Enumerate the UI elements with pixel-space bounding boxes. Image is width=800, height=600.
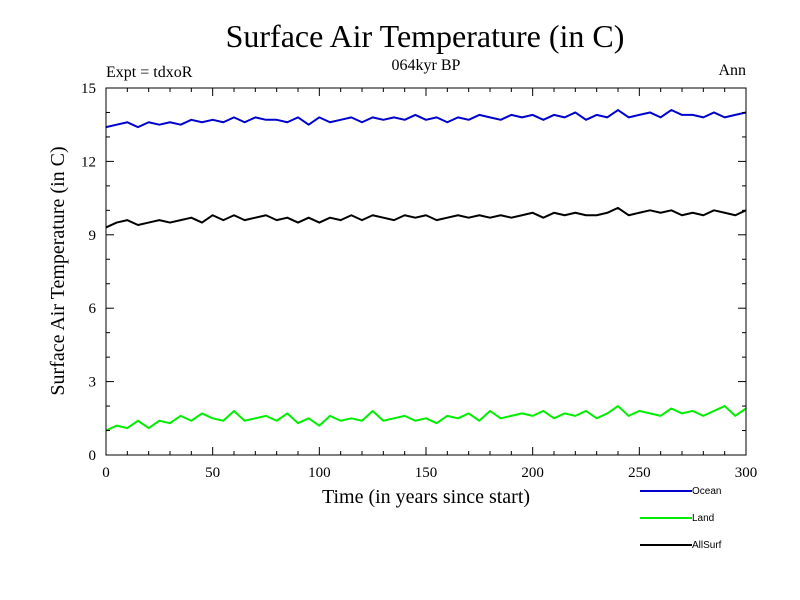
y-axis-label: Surface Air Temperature (in C) xyxy=(47,146,69,395)
y-tick-label: 6 xyxy=(89,301,97,317)
legend: Ocean Land AllSurf xyxy=(640,486,722,551)
x-tick-label: 0 xyxy=(102,465,110,481)
season-label: Ann xyxy=(718,62,746,79)
x-tick-label: 200 xyxy=(521,465,544,481)
series-layer xyxy=(105,109,747,432)
chart-subtitle: 064kyr BP xyxy=(392,57,461,74)
y-tick-label: 15 xyxy=(81,81,96,97)
series-line-ocean xyxy=(105,109,747,129)
series-line-land xyxy=(105,405,747,432)
legend-label-allsurf: AllSurf xyxy=(692,540,722,551)
axis-layer: 0 50 100 150 200 250 300 0 3 6 9 12 15 xyxy=(81,81,757,481)
y-tick-label: 3 xyxy=(89,375,97,391)
y-tick-label: 0 xyxy=(89,448,97,464)
y-tick-label: 9 xyxy=(89,228,97,244)
chart-title: Surface Air Temperature (in C) xyxy=(226,18,625,54)
series-line-allsurf xyxy=(105,206,747,229)
legend-label-ocean: Ocean xyxy=(692,486,721,497)
x-tick-label: 300 xyxy=(735,465,758,481)
x-tick-label: 100 xyxy=(308,465,331,481)
x-tick-label: 250 xyxy=(628,465,651,481)
y-tick-label: 12 xyxy=(81,154,96,170)
experiment-label: Expt = tdxoR xyxy=(106,64,193,81)
x-tick-label: 150 xyxy=(415,465,438,481)
x-axis-label: Time (in years since start) xyxy=(322,486,530,508)
x-tick-label: 50 xyxy=(205,465,220,481)
legend-label-land: Land xyxy=(692,513,714,524)
